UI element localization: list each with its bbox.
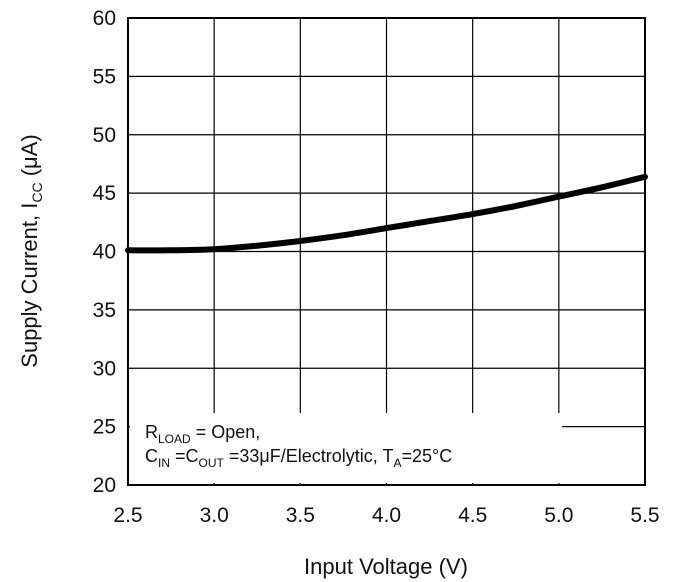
- y-tick-label: 40: [93, 241, 116, 264]
- y-tick-label: 60: [93, 7, 116, 30]
- grid-lines: [128, 18, 645, 485]
- x-tick-label: 3.0: [200, 504, 229, 527]
- x-tick-label: 3.5: [286, 504, 315, 527]
- x-tick-label: 5.0: [544, 504, 573, 527]
- y-tick-label: 45: [93, 182, 116, 205]
- supply-current-curve: [125, 173, 648, 254]
- y-tick-label: 55: [93, 65, 116, 88]
- y-tick-label: 35: [93, 299, 116, 322]
- x-tick-label: 5.5: [630, 504, 659, 527]
- x-tick-label: 4.5: [458, 504, 487, 527]
- plot-frame: [127, 17, 646, 486]
- x-tick-labels: 2.5 3.0 3.5 4.0 4.5 5.0 5.5: [113, 504, 659, 527]
- annotation-box: [130, 413, 562, 483]
- annotation-line-1: RLOAD = Open,: [145, 422, 260, 446]
- y-axis-title: Supply Current, ICC (μA): [17, 134, 45, 367]
- x-tick-label: 2.5: [113, 504, 142, 527]
- y-tick-label: 30: [93, 357, 116, 380]
- annotation-line-2: CIN =COUT =33μF/Electrolytic, TA=25°C: [145, 446, 452, 470]
- y-tick-label: 50: [93, 124, 116, 147]
- x-tick-label: 4.0: [372, 504, 401, 527]
- y-tick-label: 20: [93, 474, 116, 497]
- y-tick-label: 25: [93, 416, 116, 439]
- y-tick-labels: 20 25 30 35 40 45 50 55 60: [93, 7, 116, 497]
- x-axis-title: Input Voltage (V): [304, 554, 468, 579]
